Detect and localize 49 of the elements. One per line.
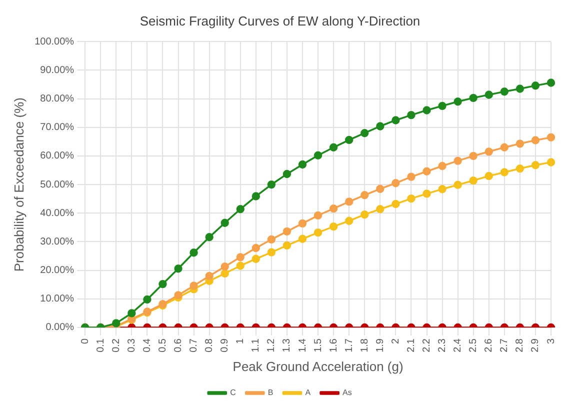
y-tick-label: 100.00% (34, 36, 74, 48)
x-tick-label: 0.4 (142, 338, 153, 352)
x-tick-label: 0 (80, 338, 91, 344)
x-tick-label: 1.3 (282, 338, 293, 352)
y-tick-label: 40.00% (40, 208, 74, 219)
x-tick-label: 0.2 (110, 338, 122, 352)
x-tick-label: 2.4 (452, 338, 464, 352)
x-tick-label: 2.5 (468, 338, 480, 352)
x-tick-label: 1.9 (374, 338, 386, 352)
y-tick-label: 10.00% (40, 294, 74, 305)
x-tick-label: 3 (546, 338, 557, 344)
x-tick-label: 1.5 (312, 338, 324, 352)
legend-label: B (268, 388, 274, 398)
y-tick-label: 80.00% (40, 94, 74, 105)
x-tick-label: 0.8 (204, 338, 216, 352)
x-tick-label: 2.7 (499, 338, 510, 352)
chart-title: Seismic Fragility Curves of EW along Y-Direction (140, 13, 420, 28)
x-tick-label: 2 (390, 338, 402, 344)
y-tick-label: 90.00% (40, 64, 74, 76)
x-tick-label: 2.6 (484, 338, 495, 352)
y-tick-label: 50.00% (40, 179, 74, 190)
x-tick-label: 1.6 (328, 338, 340, 352)
x-tick-label: 1 (235, 338, 246, 344)
x-tick-label: 2.3 (437, 338, 448, 352)
x-tick-label: 1.1 (250, 338, 262, 352)
x-tick-label: 0.1 (95, 338, 106, 352)
y-tick-label: 30.00% (40, 236, 74, 248)
x-tick-label: 0.5 (157, 338, 168, 352)
legend-label: A (305, 388, 312, 398)
y-tick-label: 20.00% (40, 265, 74, 276)
y-axis-title: Probability of Exceedance (%) (11, 97, 26, 272)
x-tick-label: 2.9 (530, 338, 542, 352)
x-tick-label: 0.9 (220, 338, 231, 352)
x-tick-label: 2.1 (406, 338, 417, 352)
legend-label: As (342, 388, 352, 398)
y-tick-label: 0.00% (46, 322, 74, 334)
x-tick-label: 2.2 (422, 338, 433, 352)
x-tick-label: 1.7 (344, 338, 355, 352)
y-tick-label: 60.00% (40, 150, 74, 162)
x-axis-title: Peak Ground Acceleration (g) (232, 358, 404, 374)
legend-label: C (230, 388, 236, 398)
x-tick-label: 1.8 (359, 338, 370, 352)
x-tick-label: 0.6 (173, 338, 184, 352)
x-tick-label: 1.4 (297, 338, 308, 352)
x-tick-label: 0.7 (188, 338, 200, 352)
x-tick-label: 1.2 (266, 338, 278, 352)
y-tick-label: 70.00% (40, 122, 74, 134)
x-tick-label: 0.3 (126, 338, 138, 352)
x-tick-label: 2.8 (514, 338, 526, 352)
